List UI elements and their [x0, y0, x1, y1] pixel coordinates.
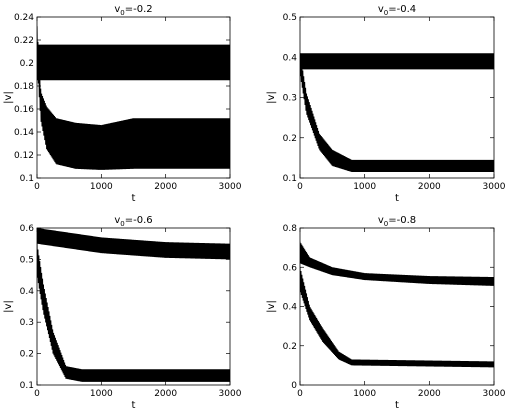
- y-tick-label: 0.3: [283, 94, 297, 104]
- y-axis-label: |v|: [3, 91, 14, 104]
- panel-3: 0 1000 2000 3000 0.1 0.2 0.3 0.4 0.5 0.6 t |v| v0=-0…: [3, 215, 242, 411]
- x-tick-label: 0: [34, 182, 40, 192]
- x-tick-label: 0: [34, 389, 40, 399]
- x-tick-label: 1000: [90, 389, 113, 399]
- x-tick-label: 3000: [219, 389, 242, 399]
- panel-title: v0=-0.6: [114, 215, 152, 228]
- series-band-2: [37, 26, 230, 170]
- y-tick-label: 0.24: [14, 13, 34, 23]
- y-tick-label: 0.12: [14, 151, 34, 161]
- panel-title: v0=-0.8: [378, 215, 416, 228]
- series-band-2: [300, 267, 494, 368]
- series-band-1: [37, 228, 230, 260]
- series-band-2: [300, 53, 494, 172]
- y-tick-label: 0.18: [14, 82, 34, 92]
- x-axis-label: t: [132, 400, 136, 411]
- panel-2: 0 1000 2000 3000 0.1 0.2 0.3 0.4 0.5 t |v| v0=-0.4: [266, 4, 506, 204]
- x-tick-label: 2000: [418, 389, 441, 399]
- x-tick-label: 2000: [154, 389, 177, 399]
- y-tick-label: 0.1: [283, 174, 297, 184]
- x-tick-label: 0: [297, 182, 303, 192]
- x-tick-label: 3000: [219, 182, 242, 192]
- x-axis-label: t: [395, 400, 399, 411]
- y-axis-label: |v|: [266, 91, 277, 104]
- x-tick-label: 1000: [90, 182, 113, 192]
- y-tick-label: 0.8: [283, 224, 298, 234]
- x-axis-label: t: [395, 193, 399, 204]
- panel-1: 0 1000 2000 3000 0.1 0.12 0.14 0.16 0.18 0.2 0.22 0…: [3, 4, 242, 204]
- panel-title: v0=-0.2: [114, 4, 152, 17]
- y-tick-label: 0.4: [283, 303, 298, 313]
- y-axis-label: |v|: [3, 300, 14, 313]
- y-axis-label: |v|: [266, 300, 277, 313]
- y-tick-label: 0.1: [20, 381, 34, 391]
- x-tick-label: 0: [297, 389, 303, 399]
- y-tick-label: 0: [291, 381, 297, 391]
- panel-4: 0 1000 2000 3000 0 0.2 0.4 0.6 0.8 t |v| v0=-0.8: [266, 215, 506, 411]
- x-tick-label: 2000: [418, 182, 441, 192]
- y-tick-label: 0.6: [20, 224, 35, 234]
- series-band-1: [300, 241, 494, 286]
- y-tick-label: 0.3: [20, 318, 34, 328]
- x-tick-label: 2000: [154, 182, 177, 192]
- y-tick-label: 0.5: [20, 255, 34, 265]
- y-tick-label: 0.2: [20, 59, 34, 69]
- y-tick-label: 0.2: [283, 134, 297, 144]
- x-axis-label: t: [132, 193, 136, 204]
- x-tick-label: 1000: [353, 182, 376, 192]
- y-tick-label: 0.6: [283, 263, 298, 273]
- y-tick-label: 0.22: [14, 36, 34, 46]
- x-tick-label: 3000: [483, 182, 506, 192]
- y-tick-label: 0.4: [283, 53, 298, 63]
- y-tick-label: 0.4: [20, 287, 35, 297]
- y-tick-label: 0.1: [20, 174, 34, 184]
- y-tick-label: 0.16: [14, 105, 34, 115]
- series-band-2: [37, 243, 230, 382]
- series-band-1: [300, 53, 494, 70]
- axes-frame: [36, 227, 231, 386]
- y-tick-label: 0.2: [20, 350, 34, 360]
- y-tick-label: 0.14: [14, 128, 34, 138]
- axes-frame: [36, 16, 231, 179]
- x-tick-label: 3000: [483, 389, 506, 399]
- panel-title: v0=-0.4: [378, 4, 416, 17]
- x-tick-label: 1000: [353, 389, 376, 399]
- y-tick-label: 0.2: [283, 342, 297, 352]
- y-tick-label: 0.5: [283, 13, 297, 23]
- series-band-1: [37, 44, 230, 81]
